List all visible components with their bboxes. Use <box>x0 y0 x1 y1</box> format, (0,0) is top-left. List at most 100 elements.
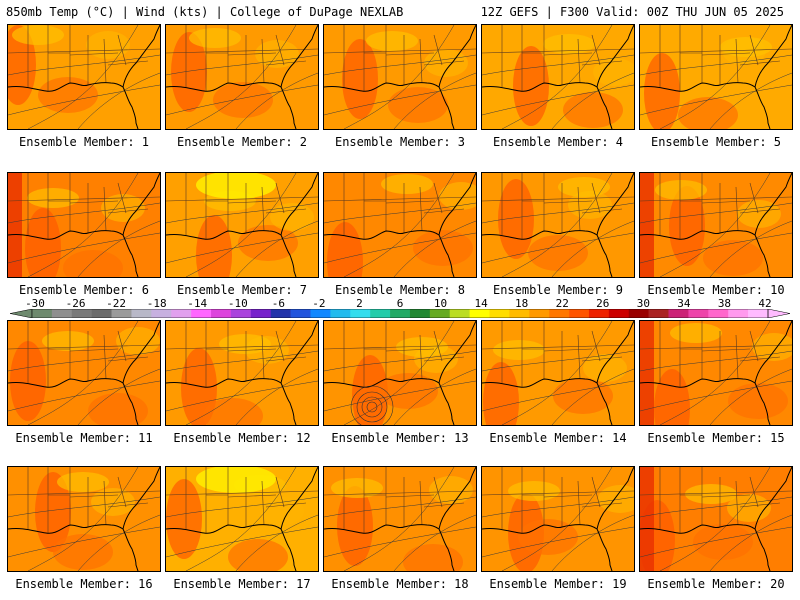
ensemble-map-panel <box>165 172 319 278</box>
colorbar-segment <box>529 309 550 318</box>
ensemble-map-panel <box>323 320 477 426</box>
colorbar-tick-label: 34 <box>677 297 691 310</box>
ensemble-member-label: Ensemble Member: 8 <box>334 283 466 297</box>
colorbar-segment <box>250 309 272 318</box>
colorbar-segment <box>569 309 590 318</box>
colorbar-segment <box>270 309 291 318</box>
colorbar-tick-label: 30 <box>636 297 650 310</box>
colorbar-tick-label: -22 <box>106 297 127 310</box>
temperature-map <box>324 25 476 129</box>
ensemble-member-label: Ensemble Member: 4 <box>492 135 624 149</box>
colorbar-tick-label: 42 <box>758 297 772 310</box>
ensemble-map-panel <box>7 466 161 572</box>
colorbar-segment <box>628 309 649 318</box>
ensemble-map-panel <box>639 172 793 278</box>
colorbar-segment <box>211 309 232 318</box>
temperature-map <box>324 173 476 277</box>
ensemble-map-panel <box>165 320 319 426</box>
ensemble-member-label: Ensemble Member: 2 <box>176 135 308 149</box>
temperature-map <box>8 467 160 571</box>
colorbar-tick-label: -2 <box>312 297 326 310</box>
colorbar-scale <box>10 309 790 318</box>
temperature-map <box>482 173 634 277</box>
colorbar-segment <box>290 309 311 318</box>
colorbar-segment <box>32 309 53 318</box>
colorbar-segment <box>648 309 669 318</box>
ensemble-member-label: Ensemble Member: 17 <box>173 577 311 591</box>
ensemble-member-label: Ensemble Member: 5 <box>650 135 782 149</box>
colorbar-segment <box>549 309 570 318</box>
temperature-map <box>8 25 160 129</box>
ensemble-map-panel <box>639 320 793 426</box>
colorbar-segment <box>449 309 470 318</box>
colorbar-segment <box>370 309 391 318</box>
colorbar-segment <box>608 309 630 318</box>
temperature-map <box>324 321 476 425</box>
ensemble-map-panel <box>481 24 635 130</box>
ensemble-member-label: Ensemble Member: 3 <box>334 135 466 149</box>
ensemble-member-label: Ensemble Member: 15 <box>647 431 785 445</box>
ensemble-member-label: Ensemble Member: 18 <box>331 577 469 591</box>
ensemble-member-label: Ensemble Member: 1 <box>18 135 150 149</box>
ensemble-map-panel <box>323 24 477 130</box>
ensemble-member-label: Ensemble Member: 19 <box>489 577 627 591</box>
colorbar-segment <box>191 309 212 318</box>
map-title: 850mb Temp (°C) | Wind (kts) | College o… <box>6 5 404 19</box>
colorbar-tick-label: 10 <box>433 297 448 310</box>
colorbar-segment <box>230 309 252 318</box>
colorbar-segment <box>469 309 490 318</box>
colorbar-tick-label: -26 <box>65 297 86 310</box>
temperature-map <box>166 467 318 571</box>
colorbar-segment <box>728 309 749 318</box>
ensemble-member-label: Ensemble Member: 9 <box>492 283 624 297</box>
colorbar-segment <box>489 309 510 318</box>
colorbar-segment <box>588 309 610 318</box>
ensemble-map-panel <box>7 24 161 130</box>
ensemble-map-panel <box>323 172 477 278</box>
ensemble-map-panel <box>7 172 161 278</box>
temperature-map <box>482 467 634 571</box>
ensemble-map-panel <box>7 320 161 426</box>
colorbar-labels: -30 -26 -22 -18 -14 -10 -6 -2 2 6 10 14 18 22 26 30 34 38… <box>10 297 790 310</box>
colorbar-segment <box>509 309 530 318</box>
colorbar-tick-label: -14 <box>187 297 208 310</box>
ensemble-member-label: Ensemble Member: 10 <box>647 283 785 297</box>
temperature-map <box>482 25 634 129</box>
temperature-map <box>166 321 318 425</box>
ensemble-map-panel <box>323 466 477 572</box>
colorbar-tick-label: 26 <box>596 297 610 310</box>
ensemble-map-panel <box>481 172 635 278</box>
temperature-map <box>640 321 792 425</box>
colorbar-tick-label: 2 <box>356 297 363 310</box>
temperature-colorbar: -30 -26 -22 -18 -14 -10 -6 -2 2 6 10 14 18 22 26 30 34 38… <box>10 297 790 323</box>
colorbar-segment <box>409 309 431 318</box>
colorbar-segment <box>91 309 112 318</box>
colorbar-tick-label: 14 <box>474 297 488 310</box>
temperature-map <box>640 467 792 571</box>
colorbar-segment <box>330 309 351 318</box>
map-header: 850mb Temp (°C) | Wind (kts) | College o… <box>0 0 800 22</box>
temperature-map <box>324 467 476 571</box>
colorbar-tick-label: 22 <box>555 297 569 310</box>
ensemble-map-panel <box>165 24 319 130</box>
colorbar-segment <box>310 309 331 318</box>
colorbar-segment <box>51 309 73 318</box>
colorbar-tick-label: 18 <box>515 297 529 310</box>
ensemble-map-panel <box>481 320 635 426</box>
ensemble-map-panel <box>481 466 635 572</box>
colorbar-low-arrow <box>10 309 33 318</box>
temperature-map <box>8 321 160 425</box>
colorbar-segment <box>171 309 192 318</box>
colorbar-tick-label: 6 <box>396 297 404 310</box>
colorbar-segment <box>708 309 729 318</box>
ensemble-member-label: Ensemble Member: 12 <box>173 431 311 445</box>
colorbar-segment <box>71 309 92 318</box>
ensemble-member-label: Ensemble Member: 6 <box>18 283 150 297</box>
ensemble-map-panel <box>165 466 319 572</box>
ensemble-member-label: Ensemble Member: 14 <box>489 431 627 445</box>
temperature-map <box>640 25 792 129</box>
temperature-map <box>482 321 634 425</box>
ensemble-member-label: Ensemble Member: 16 <box>15 577 153 591</box>
colorbar-tick-label: -30 <box>25 297 45 310</box>
colorbar-tick-label: -6 <box>271 297 285 310</box>
